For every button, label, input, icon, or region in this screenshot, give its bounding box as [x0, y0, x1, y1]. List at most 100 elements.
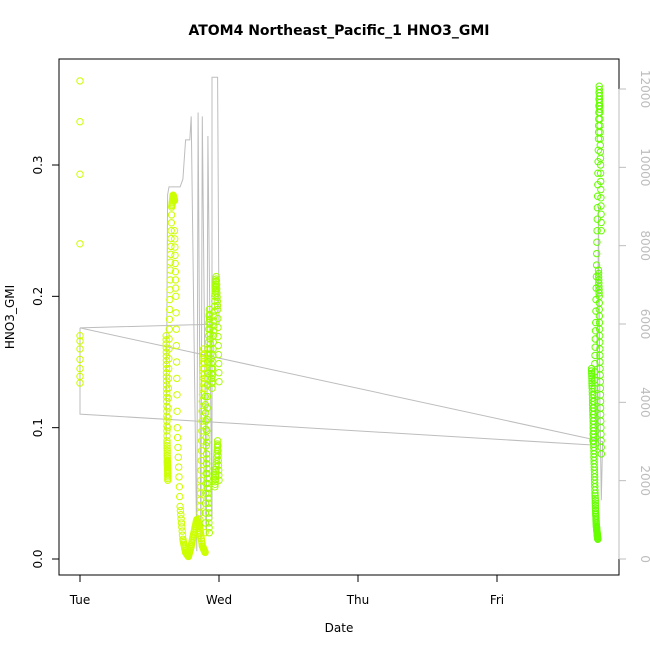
- data-point: [204, 499, 212, 507]
- data-point: [213, 285, 221, 293]
- data-point: [597, 227, 605, 235]
- data-point: [196, 524, 204, 533]
- data-point: [162, 352, 171, 360]
- data-point: [173, 433, 182, 442]
- data-point: [167, 250, 175, 259]
- data-point: [212, 277, 221, 285]
- data-point: [164, 476, 172, 484]
- data-point: [171, 235, 179, 243]
- data-point: [176, 506, 185, 515]
- data-point: [177, 519, 186, 527]
- data-point: [596, 169, 605, 177]
- data-point: [205, 310, 214, 319]
- data-point: [597, 185, 605, 194]
- data-point: [593, 227, 601, 235]
- data-point: [200, 350, 208, 358]
- data-point: [76, 240, 84, 248]
- data-point: [203, 455, 211, 463]
- data-point: [207, 359, 215, 368]
- y-axis-label: HNO3_GMI: [3, 285, 17, 349]
- data-point: [201, 548, 209, 557]
- data-point: [163, 402, 171, 410]
- data-point: [174, 443, 182, 452]
- data-point: [167, 211, 176, 219]
- data-point: [167, 234, 175, 243]
- data-point: [171, 268, 180, 276]
- data-point: [591, 489, 599, 497]
- data-point: [215, 369, 223, 377]
- data-point: [213, 293, 221, 301]
- data-point: [177, 511, 185, 519]
- data-point: [163, 432, 171, 440]
- data-point: [176, 492, 184, 501]
- data-point: [172, 292, 180, 300]
- data-point: [76, 170, 84, 178]
- data-point: [591, 497, 599, 505]
- data-point: [212, 272, 220, 281]
- data-point: [591, 499, 599, 507]
- data-point: [215, 359, 223, 368]
- data-point: [201, 392, 210, 401]
- data-point: [597, 177, 605, 186]
- y-tick-label: 0.1: [31, 418, 45, 437]
- data-point: [163, 449, 171, 457]
- data-point: [591, 501, 600, 510]
- data-point: [211, 478, 219, 486]
- data-point: [215, 471, 223, 479]
- chart-title: ATOM4 Northeast_Pacific_1 HNO3_GMI: [188, 23, 489, 39]
- data-point: [178, 523, 186, 531]
- data-point: [178, 527, 186, 535]
- data-point: [212, 280, 220, 288]
- data-point: [201, 529, 209, 537]
- data-point: [597, 202, 605, 210]
- data-point: [165, 355, 173, 363]
- data-point: [201, 519, 210, 527]
- data-point: [214, 461, 223, 470]
- data-point: [594, 146, 602, 154]
- data-point: [164, 374, 173, 383]
- data-point: [212, 281, 221, 289]
- data-point: [170, 227, 179, 235]
- data-point: [202, 479, 210, 488]
- data-point: [172, 358, 181, 366]
- data-point: [164, 424, 172, 432]
- data-point: [162, 373, 171, 381]
- data-point: [597, 194, 605, 202]
- data-point: [597, 218, 605, 227]
- data-point: [594, 169, 602, 177]
- y-axis-right: 0 2000 4000 6000 8000 10000 12000: [618, 70, 650, 563]
- data-point: [214, 447, 222, 455]
- data-point: [591, 494, 599, 502]
- data-point: [164, 404, 172, 412]
- data-point: [591, 492, 599, 500]
- data-point: [213, 297, 222, 305]
- y-right-tick-label: 0: [638, 555, 650, 563]
- data-point: [593, 238, 601, 246]
- data-point: [163, 439, 171, 447]
- data-point: [215, 476, 223, 484]
- data-point: [166, 266, 175, 274]
- data-point: [591, 486, 599, 494]
- data-point: [167, 227, 175, 235]
- y-right-tick-label: 12000: [638, 70, 650, 108]
- data-point: [166, 295, 174, 304]
- data-point: [166, 258, 175, 266]
- data-point: [76, 118, 84, 126]
- data-point: [162, 336, 170, 344]
- data-point: [214, 350, 223, 359]
- data-point: [204, 484, 212, 493]
- y-right-tick-label: 8000: [638, 230, 650, 261]
- data-point: [76, 364, 84, 373]
- y-right-tick-label: 2000: [638, 465, 650, 496]
- data-point: [597, 450, 605, 458]
- data-point: [213, 437, 222, 445]
- data-point: [590, 368, 599, 376]
- data-point: [172, 309, 180, 317]
- x-tick-label: Fri: [490, 593, 504, 607]
- data-point: [163, 427, 171, 435]
- data-point: [202, 450, 211, 458]
- data-point: [166, 305, 174, 314]
- data-point: [596, 105, 604, 113]
- plot-frame: [58, 58, 620, 576]
- data-point: [203, 415, 211, 424]
